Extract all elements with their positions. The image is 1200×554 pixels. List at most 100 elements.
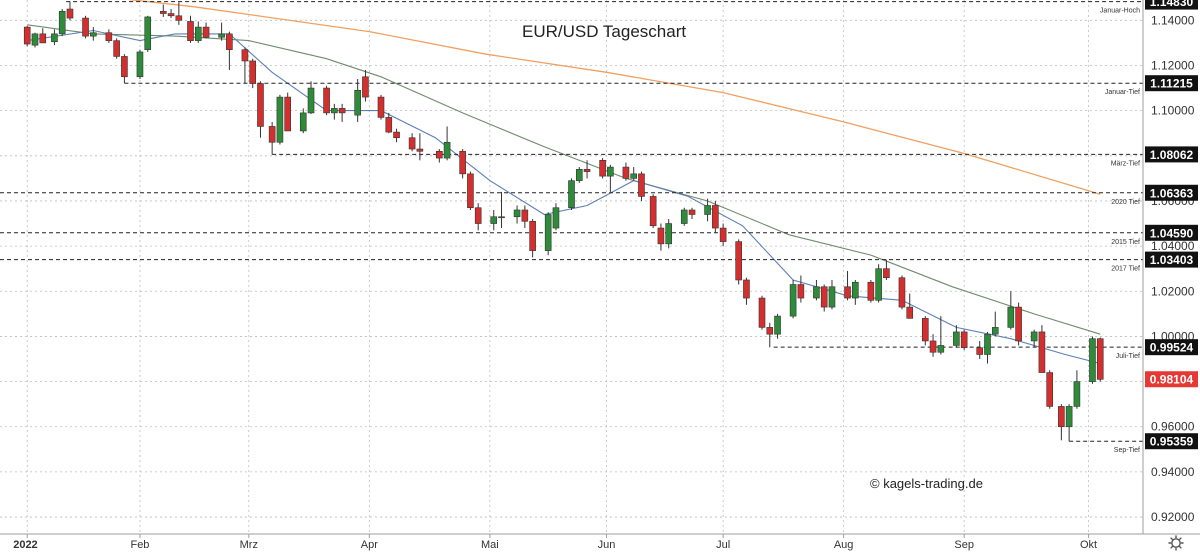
- candle-down: [459, 150, 466, 175]
- candle-up: [299, 112, 307, 132]
- candle-up: [852, 281, 859, 299]
- level-badge: [1145, 146, 1198, 163]
- candle-up: [58, 10, 66, 35]
- candle-down: [202, 26, 210, 38]
- candle-up: [1065, 406, 1073, 428]
- candle-down: [712, 205, 719, 229]
- candle-down: [719, 227, 727, 242]
- candle-up: [1007, 306, 1015, 328]
- level-badge-value: 1.04590: [1150, 226, 1194, 240]
- candle-down: [743, 279, 750, 299]
- x-tick-label: Jun: [598, 539, 616, 551]
- candle-up: [607, 166, 614, 177]
- candle-down: [657, 227, 665, 245]
- level-badge: [1145, 0, 1198, 10]
- candle-down: [521, 209, 529, 222]
- x-tick-label: Apr: [361, 539, 378, 551]
- y-tick-label: 1.02000: [1151, 284, 1195, 298]
- candle-up: [51, 33, 58, 43]
- candle-down: [23, 26, 31, 45]
- level-badge-value: 1.06363: [1150, 186, 1194, 200]
- candle-up: [774, 315, 781, 335]
- settings-gear-icon[interactable]: [1168, 535, 1184, 551]
- x-tick-label: Okt: [1080, 539, 1097, 551]
- candle-down: [583, 169, 591, 172]
- candle-down: [175, 15, 183, 21]
- candle-up: [953, 331, 960, 346]
- candle-down: [121, 56, 128, 78]
- candle-up: [194, 26, 202, 41]
- candle-down: [1015, 306, 1022, 342]
- level-label: 2020 Tief: [1111, 199, 1140, 206]
- level-badge: [1145, 75, 1198, 92]
- candle-up: [1089, 338, 1096, 382]
- x-tick-label: Mai: [481, 539, 499, 551]
- x-tick-label: Sep: [954, 539, 974, 551]
- candle-up: [984, 333, 991, 355]
- candle-up: [544, 214, 552, 251]
- candle-up: [704, 205, 711, 215]
- candle-down: [467, 173, 474, 209]
- candle-down: [820, 286, 828, 308]
- candle-down: [898, 277, 906, 308]
- candle-down: [377, 96, 385, 118]
- candle-up: [498, 216, 505, 219]
- candle-up: [789, 284, 797, 317]
- candle-up: [568, 180, 575, 209]
- y-tick-label: 0.96000: [1151, 420, 1195, 434]
- chart-title: EUR/USD Tageschart: [522, 22, 686, 41]
- candle-down: [1096, 338, 1104, 380]
- candle-up: [354, 90, 361, 116]
- level-badge-value: 0.95359: [1150, 435, 1194, 449]
- candle-down: [474, 207, 482, 224]
- watermark-text: © kagels-trading.de: [870, 476, 983, 491]
- candle-down: [323, 87, 330, 114]
- candle-down: [766, 327, 774, 335]
- level-badge-value: 0.99524: [1150, 341, 1194, 355]
- candle-down: [638, 173, 645, 197]
- candle-down: [416, 148, 424, 152]
- candle-down: [735, 241, 742, 281]
- candle-down: [797, 284, 805, 299]
- candle-up: [307, 87, 315, 114]
- candle-up: [813, 286, 820, 299]
- candle-up: [90, 32, 97, 37]
- candle-up: [136, 51, 144, 78]
- candle-up: [575, 169, 583, 181]
- candle-up: [937, 345, 945, 353]
- level-badge: [1145, 251, 1198, 268]
- y-tick-label: 1.10000: [1151, 104, 1195, 118]
- candle-down: [622, 166, 630, 179]
- candle-down: [385, 117, 393, 133]
- level-badges: 1.14830 1.11215 1.08062 1.06363 1.04590 1.034…: [1145, 0, 1198, 450]
- sma-fast-line: [27, 29, 1101, 365]
- candle-down: [39, 33, 47, 44]
- candle-up: [1030, 331, 1038, 342]
- candle-up: [218, 33, 225, 38]
- candle-down: [408, 137, 416, 150]
- candle-down: [82, 17, 89, 37]
- candle-up: [875, 268, 882, 301]
- sma-200-line: [127, 0, 1101, 195]
- candle-down: [529, 220, 536, 251]
- candle-down: [867, 281, 875, 301]
- candle-down: [1038, 331, 1046, 373]
- candle-up: [331, 108, 338, 114]
- candle-down: [167, 13, 175, 17]
- candle-up: [680, 209, 688, 224]
- level-label: März-Tief: [1111, 160, 1140, 167]
- candle-down: [906, 306, 914, 319]
- candle-down: [929, 340, 937, 353]
- candle-down: [649, 196, 657, 227]
- level-badge: [1145, 433, 1198, 450]
- x-tick-label: Feb: [130, 539, 149, 551]
- level-label: Sep-Tief: [1114, 447, 1140, 454]
- current-price-value: 0.98104: [1150, 373, 1194, 387]
- candle-down: [688, 209, 696, 215]
- y-tick-label: 1.04000: [1151, 239, 1195, 253]
- candle-down: [226, 33, 233, 50]
- candle-down: [268, 126, 276, 143]
- candle-down: [393, 131, 400, 139]
- candle-down: [960, 331, 968, 349]
